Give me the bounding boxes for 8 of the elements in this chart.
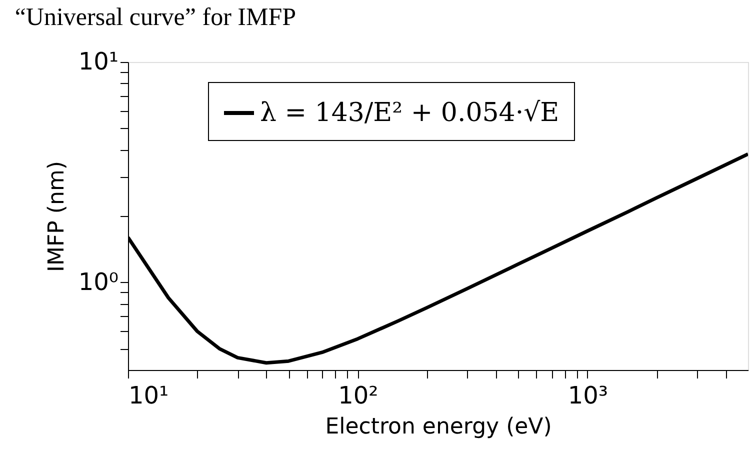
y-tick-label: 10⁰ bbox=[78, 268, 118, 296]
x-tick-label: 10² bbox=[338, 382, 378, 410]
x-axis-title: Electron energy (eV) bbox=[325, 414, 552, 440]
x-tick-label: 10¹ bbox=[128, 382, 169, 410]
chart-title: “Universal curve” for IMFP bbox=[14, 4, 296, 31]
y-axis-title: IMFP (nm) bbox=[44, 161, 70, 272]
legend-label: λ = 143/E² + 0.054·√E bbox=[260, 98, 560, 128]
x-tick-label: 10³ bbox=[568, 382, 608, 410]
